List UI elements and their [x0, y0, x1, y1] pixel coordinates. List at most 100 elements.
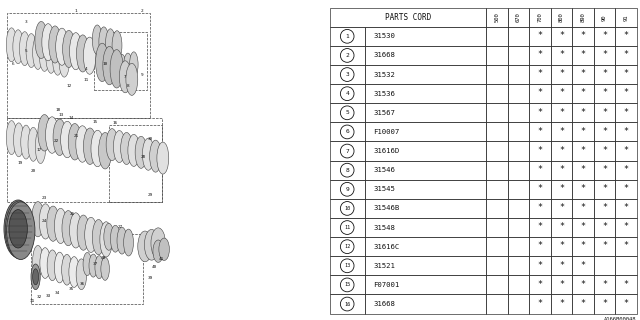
Ellipse shape [100, 222, 113, 257]
Ellipse shape [68, 124, 81, 160]
Text: *: * [623, 280, 628, 289]
Text: *: * [580, 31, 586, 40]
Bar [551, 103, 572, 122]
Text: *: * [559, 88, 564, 97]
Ellipse shape [42, 24, 54, 61]
Ellipse shape [45, 117, 59, 153]
Text: *: * [538, 127, 543, 136]
Text: 16: 16 [113, 121, 118, 125]
Bar [486, 65, 508, 84]
Bar [594, 103, 615, 122]
Text: 9: 9 [346, 187, 349, 192]
Ellipse shape [70, 213, 82, 248]
Bar [365, 27, 486, 46]
Bar [486, 199, 508, 218]
Text: 25: 25 [10, 240, 16, 244]
Ellipse shape [99, 132, 112, 169]
Text: 6: 6 [346, 129, 349, 134]
Text: 28: 28 [141, 155, 146, 159]
Bar [594, 122, 615, 141]
Ellipse shape [124, 229, 134, 256]
Text: 31: 31 [29, 299, 35, 303]
Bar [330, 84, 365, 103]
Bar [486, 84, 508, 103]
Bar [572, 218, 594, 237]
Bar [365, 122, 486, 141]
Ellipse shape [38, 115, 51, 151]
Bar [615, 46, 637, 65]
Text: *: * [623, 222, 628, 231]
Text: 31548: 31548 [373, 225, 396, 230]
Bar [365, 46, 486, 65]
Bar [330, 294, 365, 314]
Bar [594, 46, 615, 65]
Text: *: * [580, 260, 586, 269]
Text: 12: 12 [67, 84, 72, 88]
Bar [330, 161, 365, 180]
Bar [486, 27, 508, 46]
Text: *: * [580, 280, 586, 289]
Bar [551, 199, 572, 218]
Ellipse shape [62, 211, 74, 246]
Bar [529, 122, 551, 141]
Text: 12: 12 [344, 244, 350, 249]
Bar [365, 141, 486, 161]
Text: 90: 90 [602, 14, 607, 20]
Text: *: * [623, 50, 628, 59]
Bar [486, 294, 508, 314]
Bar [365, 84, 486, 103]
Bar [615, 218, 637, 237]
Ellipse shape [39, 204, 52, 239]
Bar [6, 13, 150, 118]
Text: 22: 22 [53, 139, 59, 143]
Bar [594, 8, 615, 27]
Ellipse shape [59, 43, 70, 77]
Text: *: * [602, 299, 607, 308]
Bar [594, 84, 615, 103]
Text: *: * [602, 31, 607, 40]
Text: *: * [559, 222, 564, 231]
Bar [365, 275, 486, 294]
Text: *: * [580, 146, 586, 155]
Text: *: * [559, 260, 564, 269]
Ellipse shape [26, 34, 36, 68]
Text: 27: 27 [118, 225, 123, 229]
Bar [508, 103, 529, 122]
Ellipse shape [83, 128, 97, 164]
Ellipse shape [103, 46, 116, 85]
Text: F07001: F07001 [373, 282, 399, 288]
Text: 30: 30 [147, 137, 152, 141]
Bar [572, 46, 594, 65]
Ellipse shape [142, 138, 154, 170]
Bar [486, 237, 508, 256]
Ellipse shape [128, 134, 140, 166]
Ellipse shape [33, 36, 43, 69]
Text: 13: 13 [344, 263, 350, 268]
Ellipse shape [120, 132, 132, 164]
Ellipse shape [126, 63, 138, 95]
Bar [508, 46, 529, 65]
Bar [551, 65, 572, 84]
Ellipse shape [111, 225, 120, 252]
Text: 34: 34 [55, 291, 60, 295]
Ellipse shape [56, 28, 68, 65]
Bar [529, 256, 551, 275]
Text: 15: 15 [344, 283, 350, 287]
Bar [572, 161, 594, 180]
Bar [508, 8, 529, 27]
Ellipse shape [5, 201, 34, 259]
Text: *: * [623, 299, 628, 308]
Bar [529, 27, 551, 46]
Bar [529, 84, 551, 103]
Bar [330, 180, 365, 199]
Ellipse shape [61, 121, 74, 158]
Bar [365, 161, 486, 180]
Ellipse shape [83, 252, 92, 276]
Text: 33: 33 [46, 294, 51, 298]
Bar [330, 103, 365, 122]
Ellipse shape [9, 210, 28, 248]
Ellipse shape [157, 142, 169, 174]
Bar [594, 237, 615, 256]
Text: *: * [623, 108, 628, 116]
Text: 500: 500 [495, 12, 499, 22]
